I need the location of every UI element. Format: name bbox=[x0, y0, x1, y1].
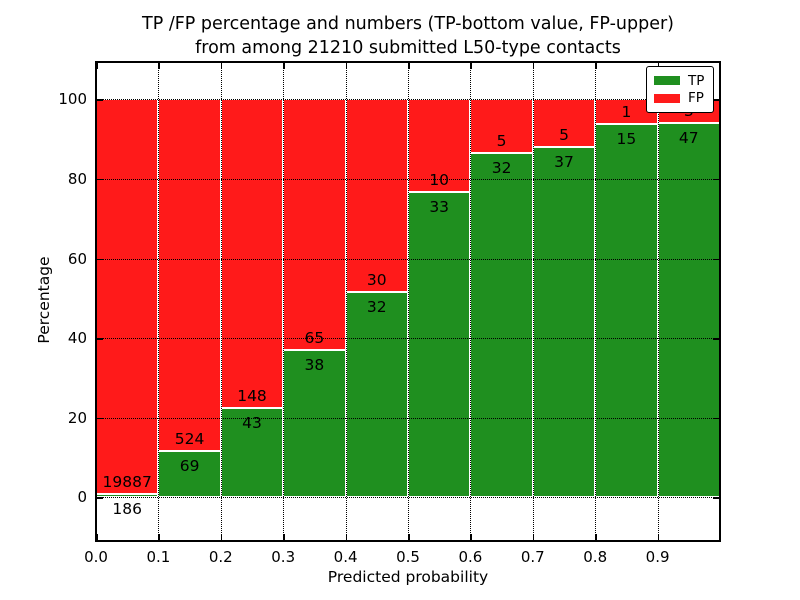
y-tick-label: 60 bbox=[67, 249, 87, 268]
x-tick-mark bbox=[220, 62, 223, 69]
x-tick-mark bbox=[345, 534, 348, 541]
fp-count-label: 10 bbox=[429, 170, 450, 189]
y-tick-label: 20 bbox=[67, 408, 87, 427]
x-tick-mark bbox=[470, 534, 472, 541]
y-tick-label: 100 bbox=[58, 90, 87, 109]
x-tick-mark bbox=[408, 534, 410, 541]
x-axis-label: Predicted probability bbox=[327, 568, 489, 586]
x-tick-label: 0.6 bbox=[458, 548, 483, 566]
x-tick-label: 0.0 bbox=[84, 548, 108, 566]
x-tick-label: 0.3 bbox=[271, 548, 296, 566]
tp-count-label: 33 bbox=[429, 197, 450, 216]
x-tick-mark bbox=[345, 62, 348, 69]
tp-count-label: 32 bbox=[491, 159, 512, 178]
tp-bar-segment bbox=[283, 350, 346, 498]
x-tick-mark bbox=[657, 534, 660, 541]
x-tick-mark bbox=[220, 534, 223, 541]
fp-count-label: 5 bbox=[559, 125, 569, 144]
tp-bar-segment bbox=[595, 124, 658, 498]
legend-label-fp: FP bbox=[688, 90, 704, 107]
x-tick-mark bbox=[408, 62, 410, 69]
x-tick-mark bbox=[158, 534, 160, 541]
y-gridline bbox=[96, 497, 720, 499]
x-tick-mark bbox=[283, 62, 285, 69]
fp-count-label: 1 bbox=[621, 103, 632, 122]
fp-bar-segment bbox=[283, 99, 346, 351]
tp-count-label: 186 bbox=[112, 499, 142, 518]
chart-title-line1: TP /FP percentage and numbers (TP-bottom… bbox=[142, 14, 674, 34]
tp-count-label: 47 bbox=[678, 129, 699, 148]
x-tick-mark bbox=[96, 534, 98, 541]
fp-legend-swatch-icon bbox=[654, 93, 680, 103]
x-tick-label: 0.9 bbox=[645, 548, 670, 566]
fp-count-label: 19887 bbox=[102, 472, 152, 491]
tp-bar-segment bbox=[532, 146, 596, 498]
x-tick-label: 0.5 bbox=[396, 548, 420, 566]
y-axis-label: Percentage bbox=[35, 256, 53, 344]
x-tick-mark bbox=[470, 62, 472, 69]
tp-count-label: 69 bbox=[179, 456, 200, 475]
fp-bar-segment bbox=[96, 99, 159, 494]
fp-count-label: 5 bbox=[496, 132, 507, 151]
legend: TP FP bbox=[646, 66, 714, 113]
y-tick-mark bbox=[713, 497, 720, 499]
y-tick-label: 40 bbox=[67, 329, 87, 348]
fp-count-label: 148 bbox=[237, 386, 267, 405]
legend-entry-tp: TP bbox=[654, 74, 706, 88]
x-tick-mark bbox=[158, 62, 160, 69]
fp-count-label: 524 bbox=[174, 429, 205, 448]
fp-count-label: 65 bbox=[304, 329, 325, 348]
tp-count-label: 37 bbox=[554, 152, 574, 171]
x-tick-mark bbox=[595, 62, 597, 69]
x-tick-mark bbox=[532, 62, 535, 69]
x-tick-mark bbox=[96, 62, 98, 69]
tp-count-label: 43 bbox=[242, 413, 262, 432]
tp-count-label: 32 bbox=[366, 297, 387, 316]
fp-count-label: 30 bbox=[366, 270, 387, 289]
x-tick-label: 0.8 bbox=[583, 548, 608, 566]
x-tick-mark bbox=[283, 534, 285, 541]
x-tick-mark bbox=[532, 534, 535, 541]
tp-bar-segment bbox=[96, 493, 159, 498]
tp-bar-segment bbox=[408, 191, 471, 498]
x-tick-label: 0.1 bbox=[146, 548, 171, 566]
chart-title-line2: from among 21210 submitted L50-type cont… bbox=[195, 38, 621, 58]
tp-bar-segment bbox=[470, 153, 533, 498]
tp-count-label: 38 bbox=[304, 356, 325, 375]
y-tick-mark bbox=[96, 497, 103, 499]
y-tick-label: 80 bbox=[67, 169, 87, 188]
fp-bar-segment bbox=[345, 99, 408, 292]
x-tick-label: 0.7 bbox=[520, 548, 545, 566]
x-tick-label: 0.4 bbox=[333, 548, 358, 566]
tp-bar-segment bbox=[657, 123, 720, 498]
tp-legend-swatch-icon bbox=[654, 76, 680, 86]
x-tick-mark bbox=[595, 534, 597, 541]
fp-bar-segment bbox=[158, 99, 221, 451]
tp-count-label: 15 bbox=[616, 130, 637, 149]
legend-entry-fp: FP bbox=[654, 91, 706, 105]
x-tick-label: 0.2 bbox=[208, 548, 233, 566]
legend-label-tp: TP bbox=[688, 72, 705, 89]
y-tick-label: 0 bbox=[77, 488, 87, 507]
tp-bar-segment bbox=[345, 291, 408, 498]
fp-bar-segment bbox=[220, 99, 284, 408]
